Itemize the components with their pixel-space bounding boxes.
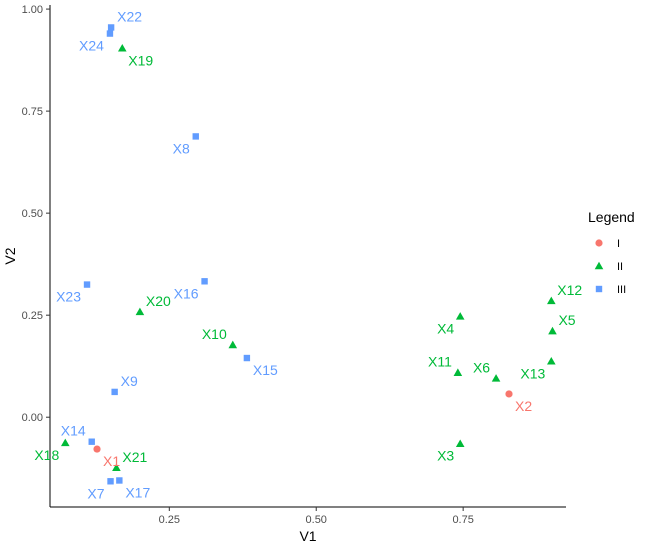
y-tick-label: 1.00: [22, 4, 43, 16]
data-point-x12: [547, 296, 556, 305]
x-tick-label: 0.50: [306, 514, 327, 526]
y-axis-title: V2: [2, 247, 18, 264]
y-tick-label: 0.75: [22, 106, 43, 118]
point-label-x7: X7: [87, 485, 104, 501]
legend-title: Legend: [588, 209, 635, 225]
point-label-x11: X11: [428, 354, 452, 370]
data-points: [60, 24, 557, 485]
data-point-x20: [135, 307, 145, 316]
data-point-x10: [228, 340, 238, 349]
data-point-x15: [243, 354, 251, 362]
legend-label-ii: II: [617, 261, 623, 273]
point-label-x18: X18: [34, 447, 59, 463]
x-tick-label: 0.25: [159, 514, 180, 526]
data-point-x2: [505, 390, 513, 398]
data-point-x18: [60, 438, 70, 447]
point-label-x20: X20: [146, 293, 171, 309]
y-tick-label: 0.50: [22, 208, 43, 220]
legend-label-iii: III: [617, 284, 626, 296]
data-point-x9: [111, 388, 118, 396]
point-label-x10: X10: [202, 326, 227, 342]
point-label-x13: X13: [520, 365, 545, 381]
point-label-x24: X24: [79, 38, 104, 54]
data-point-x17: [116, 477, 123, 484]
data-point-x22: [107, 24, 115, 31]
data-point-x23: [83, 281, 91, 288]
point-label-x23: X23: [56, 289, 81, 305]
data-point-x5: [548, 326, 557, 335]
data-point-x13: [547, 356, 556, 365]
data-point-x1: [93, 445, 101, 453]
y-tick-label: 0.00: [22, 412, 43, 424]
point-label-x4: X4: [437, 320, 454, 336]
point-label-x16: X16: [174, 285, 199, 301]
data-point-x24: [106, 30, 114, 37]
data-point-x19: [117, 43, 127, 52]
point-label-x14: X14: [61, 423, 86, 439]
legend-label-i: I: [617, 238, 620, 250]
point-label-x21: X21: [122, 449, 147, 465]
data-point-x14: [88, 438, 95, 445]
data-point-x6: [491, 374, 501, 382]
point-label-x3: X3: [437, 448, 454, 464]
point-label-x17: X17: [125, 484, 150, 500]
data-point-x3: [455, 439, 465, 447]
data-point-x4: [455, 312, 465, 320]
data-point-x7: [107, 478, 114, 485]
axes: 0.25 0.50 0.75 0.00 0.25 0.50 0.75 1.00: [22, 4, 566, 526]
point-label-x22: X22: [117, 8, 142, 24]
point-label-x1: X1: [103, 453, 120, 469]
x-tick-label: 0.75: [452, 514, 473, 526]
legend-key-iii: [595, 285, 603, 293]
point-label-x19: X19: [128, 52, 153, 68]
x-axis-title: V1: [299, 528, 316, 544]
point-label-x8: X8: [173, 140, 190, 156]
data-point-x21: [112, 463, 121, 472]
point-labels: X1 X2 X3 X4 X5 X6 X10 X11 X12 X13 X18 X19 X20 X21 X7 X8…: [34, 8, 582, 501]
y-tick-label: 0.25: [22, 310, 43, 322]
point-label-x12: X12: [557, 282, 582, 298]
data-point-x11: [453, 368, 463, 376]
point-label-x9: X9: [121, 373, 138, 389]
data-point-x16: [201, 278, 208, 285]
point-label-x2: X2: [515, 398, 532, 414]
point-label-x15: X15: [253, 362, 278, 378]
point-label-x5: X5: [558, 312, 575, 328]
data-point-x8: [192, 133, 199, 140]
point-label-x6: X6: [473, 359, 490, 375]
legend-key-ii: [594, 261, 604, 270]
legend-key-i: [595, 239, 603, 247]
